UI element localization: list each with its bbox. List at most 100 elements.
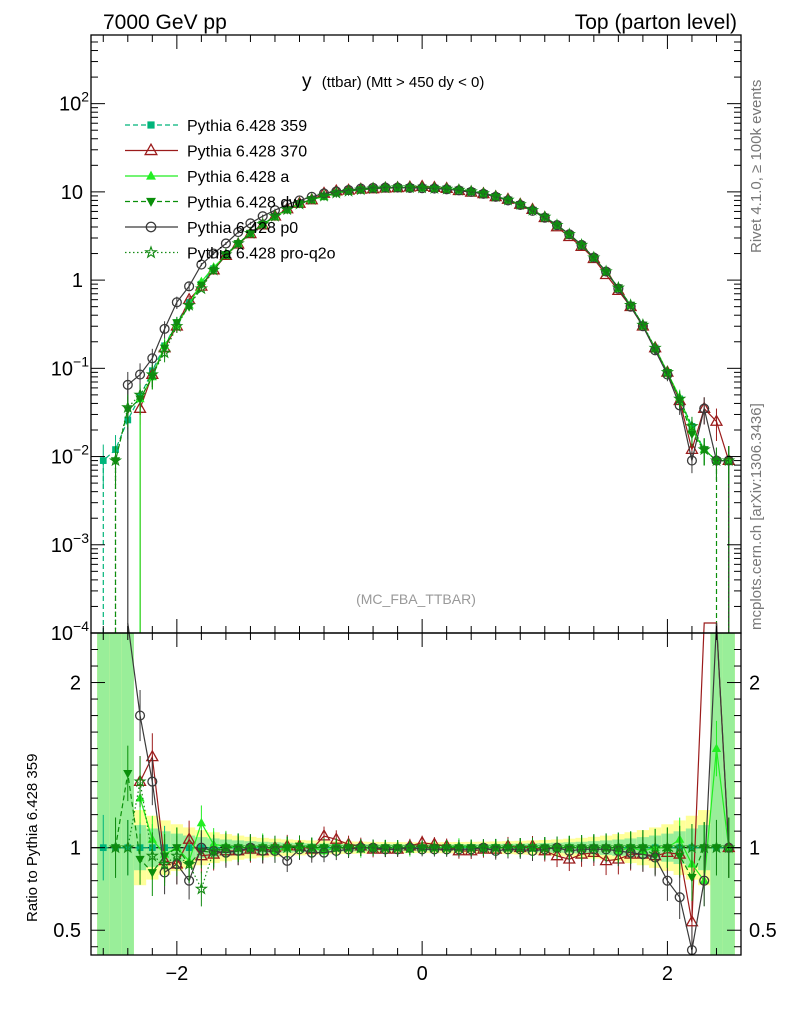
ratio-band-inner [97,633,110,955]
ratio-point [305,840,319,854]
ratio-point [673,840,687,854]
ratio-point [562,840,576,854]
data-point [194,281,209,295]
data-point [317,189,331,202]
legend-entry-5: Pythia 6.428 pro-q2o [125,245,336,263]
ratio-point [182,857,196,870]
ratio-frame [90,632,742,956]
ratio-point [133,774,147,788]
data-point [415,180,429,194]
data-point [170,319,184,332]
ratio-point [378,840,392,854]
ratio-y-tick-label: 1 [70,838,81,860]
ratio-point [587,840,601,854]
ratio-point [342,840,356,854]
data-point [122,379,133,390]
legend-entry-0: Pythia 6.428 359 [125,118,307,135]
data-point [342,184,356,197]
data-point [648,341,662,354]
data-point [354,182,368,196]
data-point [366,181,380,195]
data-point [613,283,624,294]
data-point [108,453,123,467]
legend-marker [145,221,157,233]
ratio-point [427,840,442,854]
data-point [145,367,159,381]
data-point [611,280,625,294]
data-point [171,297,182,308]
data-point [182,298,196,311]
ratio-point [550,840,564,854]
legend-entry-2: Pythia 6.428 a [125,169,289,186]
data-point [159,323,170,334]
ratio-point [574,840,589,854]
data-point [637,321,648,332]
data-point [489,189,503,202]
data-point [476,186,490,200]
ratio-point [538,840,552,854]
data-point [538,210,552,223]
ratio-point [354,840,368,854]
analysis-watermark: (MC_FBA_TTBAR) [356,591,476,607]
y-tick-label: 10−1 [51,353,89,380]
data-point [196,259,207,270]
ratio-point [476,840,490,854]
data-point [207,263,221,276]
ratio-point [147,776,158,787]
ratio-point [711,743,722,752]
ratio-point [157,857,172,870]
plot-title-main: y [302,71,312,92]
legend-marker [147,121,155,129]
ratio-point [599,840,613,854]
ratio-line [127,622,730,951]
data-point [452,183,466,196]
data-point [587,250,601,264]
source-label: mcplots.cern.ch [arXiv:1306.3436] [748,403,765,630]
data-point [550,218,564,231]
data-point [231,236,245,250]
x-tick-label: 0 [417,963,428,985]
ratio-point [687,874,697,883]
ratio-band-inner [710,633,723,955]
data-point [184,281,195,292]
y-tick-label: 10−3 [51,530,89,557]
data-point [378,180,392,194]
plot-title-sub: (ttbar) (Mtt > 450 dy < 0) [322,74,485,91]
data-point [623,298,638,311]
ratio-point [135,855,145,865]
legend-marker [144,142,158,156]
data-point [599,264,613,278]
data-point [464,184,478,198]
data-point [709,414,724,426]
ratio-point [709,840,724,854]
ratio-point [219,840,233,854]
ratio-point [170,849,184,862]
plot-title: y (ttbar) (Mtt > 450 dy < 0) [302,71,484,92]
ratio-point [440,840,454,854]
ratio-point [662,875,673,886]
legend-marker [146,197,156,207]
ratio-point [390,840,405,854]
data-point [256,217,270,230]
ratio-point [525,840,540,854]
ratio-point [403,840,417,854]
legend-label: Pythia 6.428 dw [187,195,301,212]
ratio-line [115,781,729,891]
data-point [525,203,540,216]
ratio-point [636,840,650,854]
axes: 102 10 1 10−1 10−2 10−3 10−4 0.5 0.5 1 1 2 2 −2 0 2 [51,34,777,985]
data-point [133,387,147,401]
y-tick-label: 10 [61,182,83,204]
ratio-point [550,848,564,861]
ratio-point [599,853,613,866]
ratio-point [329,840,343,854]
ratio-point [674,892,685,903]
data-point [305,192,319,206]
legend-marker [146,170,156,180]
ratio-series-4 [127,622,734,956]
ratio-band-inner [722,633,735,955]
data-point [562,227,576,240]
data-point [147,353,158,364]
data-point [697,442,711,456]
ratio-y-tick-label-right: 0.5 [749,920,777,942]
